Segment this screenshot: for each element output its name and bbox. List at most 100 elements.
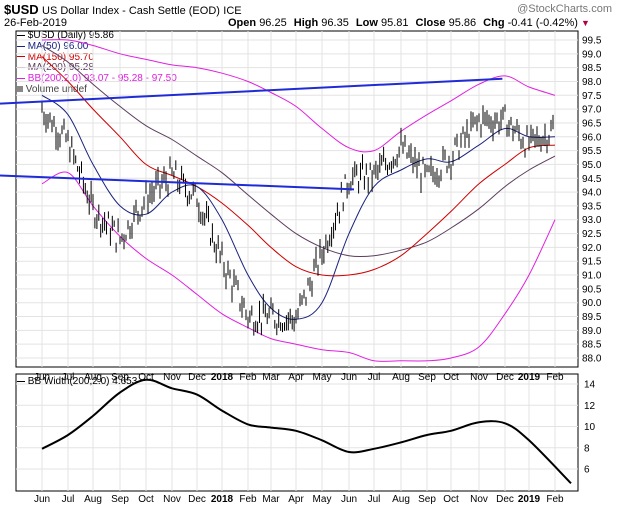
lower-trendline [0, 174, 355, 191]
ma150-line [41, 56, 556, 277]
x-tick-label: Jul [62, 494, 75, 505]
symbol: $USD [4, 2, 39, 17]
x-tick-label: Aug [84, 372, 102, 383]
x-tick-label: Feb [546, 494, 564, 505]
legend-swatch [17, 34, 25, 36]
x-tick-label: Dec [188, 494, 206, 505]
close-value: 95.86 [448, 17, 477, 29]
legend-label: MA(50) 96.00 [27, 40, 89, 52]
x-tick-label: Nov [470, 372, 488, 383]
y-tick-label: 95.0 [582, 160, 602, 171]
x-tick-label: Jul [368, 372, 381, 383]
x-tick-label: Feb [239, 372, 257, 383]
y-tick-label: 93.0 [582, 215, 602, 226]
bb-lower-line [41, 171, 556, 362]
y-tick-label: 96.0 [582, 132, 602, 143]
x-tick-label: Nov [470, 494, 488, 505]
y-tick-label: 96.5 [582, 118, 602, 129]
y-tick-label: 88.0 [582, 354, 602, 365]
y-tick-label: 94.5 [582, 174, 602, 185]
chg-label: Chg [483, 17, 505, 29]
open-value: 96.25 [259, 17, 287, 29]
low-label: Low [355, 17, 378, 29]
low-value: 95.81 [380, 17, 409, 29]
y-tick-label: 99.5 [582, 36, 602, 47]
y-tick-label: 98.0 [582, 77, 602, 88]
x-tick-label: Sep [111, 372, 129, 383]
y-tick-label: 8 [584, 443, 590, 454]
x-tick-label: Jun [34, 372, 50, 383]
x-tick-label: Aug [84, 494, 102, 505]
x-tick-label: Oct [443, 372, 459, 383]
x-tick-label: Dec [496, 372, 514, 383]
y-tick-label: 6 [584, 465, 590, 476]
legend-swatch [17, 86, 23, 93]
x-tick-label: 2019 [518, 494, 541, 505]
x-tick-label: Oct [443, 494, 459, 505]
chart-header: $USD US Dollar Index - Cash Settle (EOD)… [4, 2, 616, 32]
x-tick-label: Jul [368, 494, 381, 505]
price-series [41, 101, 554, 336]
x-tick-label: 2018 [211, 372, 234, 383]
y-tick-label: 89.5 [582, 312, 602, 323]
chart-date: 26-Feb-2019 [4, 17, 67, 29]
y-tick-label: 97.0 [582, 105, 602, 116]
ma200-line [41, 45, 556, 258]
legend-item-ma50: MA(50) 96.00 [17, 40, 177, 53]
x-tick-label: Jun [341, 372, 357, 383]
lower-panel-frame [15, 373, 579, 492]
x-tick-label: May [313, 372, 332, 383]
y-tick-label: 88.5 [582, 340, 602, 351]
x-tick-label: Jun [34, 494, 50, 505]
y-tick-label: 97.5 [582, 91, 602, 102]
x-tick-label: Apr [288, 372, 304, 383]
y-tick-label: 91.5 [582, 257, 602, 268]
down-arrow-icon: ▼ [581, 18, 590, 28]
main-panel-frame [15, 30, 579, 368]
x-tick-label: Nov [163, 372, 181, 383]
x-tick-label: Apr [288, 494, 304, 505]
high-value: 96.35 [321, 17, 349, 29]
x-tick-label: Sep [418, 494, 436, 505]
x-tick-label: Sep [418, 372, 436, 383]
y-tick-label: 92.5 [582, 229, 602, 240]
high-label: High [293, 17, 319, 29]
title-line: $USD US Dollar Index - Cash Settle (EOD)… [4, 2, 242, 17]
x-tick-label: Sep [111, 494, 129, 505]
lower-panel-label: BB Width(200,2.0) 4.653 [17, 376, 137, 387]
chg-value: -0.41 (-0.42%) [507, 17, 578, 29]
ohlc-line: Open 96.25 High 96.35 Low 95.81 Close 95… [228, 17, 590, 29]
x-tick-label: Aug [392, 494, 410, 505]
x-tick-label: 2019 [518, 372, 541, 383]
x-tick-label: Feb [546, 372, 564, 383]
y-tick-label: 98.5 [582, 63, 602, 74]
legend-item-price: $USD (Daily) 95.86 [17, 30, 177, 42]
close-label: Close [415, 17, 446, 29]
bbwidth-line [41, 378, 572, 485]
x-tick-label: Dec [496, 494, 514, 505]
y-tick-label: 90.5 [582, 284, 602, 295]
legend-item-bb: BB(200,2.0) 93.07 - 95.28 - 97.50 [17, 73, 177, 85]
instrument-name: US Dollar Index - Cash Settle (EOD) [42, 5, 220, 17]
x-tick-label: May [313, 494, 332, 505]
x-tick-label: Aug [392, 372, 410, 383]
y-tick-label: 12 [584, 401, 596, 412]
x-tick-label: Oct [138, 372, 154, 383]
x-tick-label: Jun [341, 494, 357, 505]
x-tick-label: 2018 [211, 494, 234, 505]
legend-swatch [17, 78, 25, 80]
legend-swatch [17, 380, 25, 382]
ma50-line [41, 94, 556, 320]
y-tick-label: 89.0 [582, 326, 602, 337]
legend-label: Volume undef [25, 83, 87, 95]
x-tick-label: Mar [262, 494, 280, 505]
y-tick-label: 99.0 [582, 49, 602, 60]
x-tick-label: Nov [163, 494, 181, 505]
bbwidth-label: BB Width(200,2.0) 4.653 [27, 376, 138, 387]
exchange: ICE [223, 5, 242, 17]
y-tick-label: 93.5 [582, 201, 602, 212]
y-tick-label: 95.5 [582, 146, 602, 157]
legend-label: $USD (Daily) 95.86 [27, 30, 114, 41]
x-tick-label: Dec [188, 372, 206, 383]
